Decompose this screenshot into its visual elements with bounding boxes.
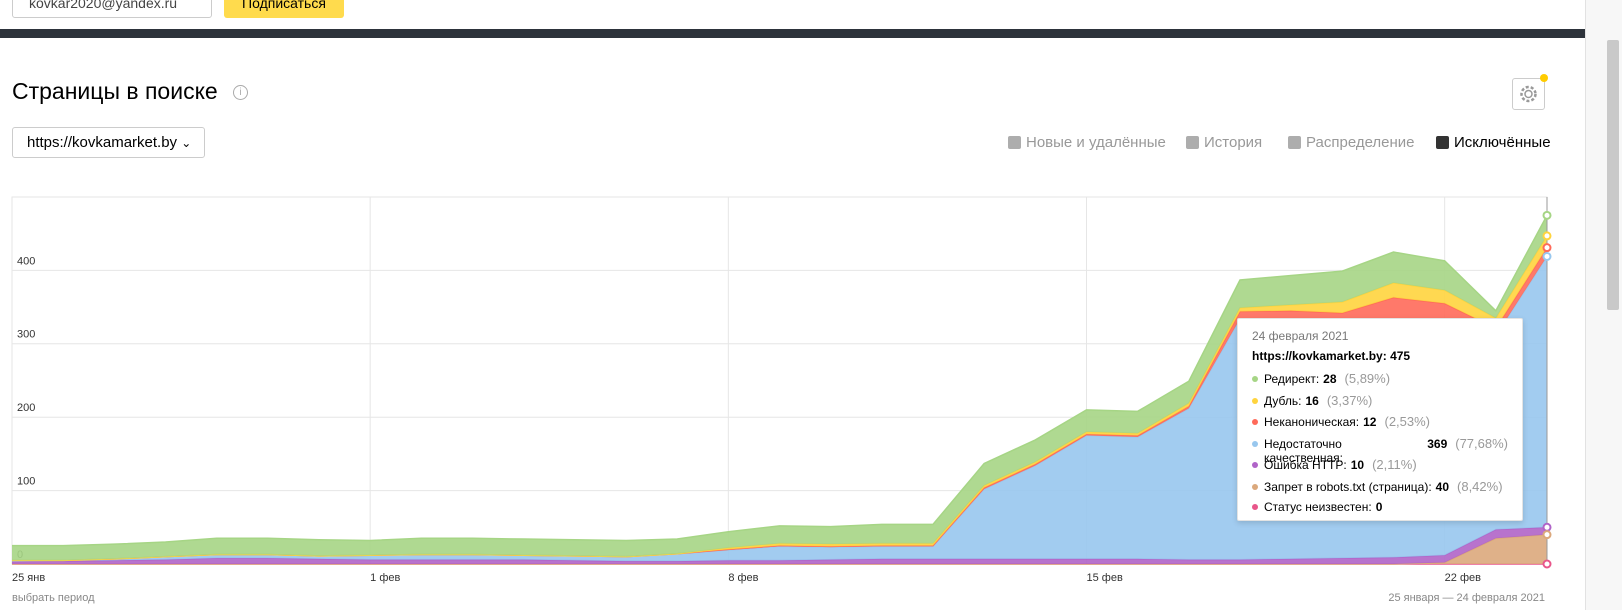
email-input[interactable]: kovkar2020@yandex.ru — [12, 0, 212, 18]
tab-icon — [1288, 136, 1301, 149]
tooltip-total: 475 — [1390, 349, 1411, 363]
tooltip-header: https://kovkamarket.by: 475 — [1252, 349, 1411, 363]
legend-share: (3,37%) — [1326, 392, 1373, 408]
legend-share: (2,53%) — [1384, 414, 1431, 429]
legend-value: 16 — [1305, 393, 1319, 408]
tab-label: Распределение — [1306, 134, 1415, 151]
legend-value: 40 — [1435, 479, 1450, 494]
legend-value: 369 — [1427, 436, 1448, 451]
legend-name: Статус неизвестен — [1264, 500, 1372, 514]
legend-name: Ошибка HTTP — [1264, 458, 1347, 472]
legend-dot — [1252, 462, 1258, 468]
tooltip-date: 24 февраля 2021 — [1252, 329, 1349, 343]
tab[interactable]: Новые и удалённые — [1008, 134, 1166, 151]
y-tick-label: 200 — [17, 402, 35, 414]
legend-name: Редирект — [1264, 372, 1319, 386]
legend-value: 10 — [1350, 458, 1365, 472]
hover-dot — [1542, 210, 1552, 220]
tab[interactable]: Распределение — [1288, 134, 1415, 151]
hover-dot — [1542, 522, 1552, 532]
tab-icon — [1436, 136, 1449, 149]
x-tick-label: 15 фев — [1087, 572, 1123, 584]
tab[interactable]: История — [1186, 134, 1262, 151]
hover-dot — [1542, 231, 1552, 241]
site-name: https://kovkamarket.by — [27, 134, 178, 151]
area — [12, 256, 1547, 562]
page-title: Страницы в поиске — [12, 78, 218, 104]
notice-dot — [1540, 74, 1548, 82]
legend-dot — [1252, 440, 1258, 447]
legend-share: (77,68%) — [1455, 435, 1508, 451]
x-tick-label: 22 фев — [1445, 572, 1481, 584]
header-bar — [0, 29, 1585, 38]
legend-name: Дубль — [1264, 394, 1301, 408]
y-tick-label: 100 — [17, 476, 35, 488]
legend-share: (2,11%) — [1372, 457, 1417, 472]
settings-button[interactable] — [1512, 78, 1545, 110]
legend-dot — [1252, 419, 1258, 425]
hover-dot — [1542, 559, 1552, 569]
tab-label: История — [1204, 134, 1263, 151]
scroll-thumb[interactable] — [1607, 40, 1619, 310]
x-tick-label: 8 фев — [728, 572, 758, 584]
period-range: 25 января — 24 февраля 2021 — [1388, 592, 1545, 604]
period-link[interactable]: выбрать период — [12, 592, 95, 604]
legend-value: 0 — [1375, 500, 1383, 514]
site-select[interactable]: https://kovkamarket.by ⌄ — [12, 127, 205, 158]
legend-name: Запрет в robots.txt (страница) — [1264, 480, 1432, 494]
hover-dot — [1542, 243, 1552, 253]
hover-dot — [1542, 251, 1552, 261]
legend-dot — [1252, 376, 1258, 382]
subscribe-button[interactable]: Подписаться — [224, 0, 344, 18]
hover-dot — [1542, 530, 1552, 540]
tooltip-site: https://kovkamarket.by — [1252, 349, 1383, 363]
legend-share: (8,42%) — [1457, 478, 1503, 494]
tooltip-row: Статус неизвестен0 — [1252, 500, 1508, 522]
legend-dot — [1252, 483, 1258, 490]
tooltip-row: Дубль 16 (3,37%) — [1252, 393, 1508, 415]
legend-value: 28 — [1323, 372, 1337, 386]
tooltip-row: Редирект 28 (5,89%) — [1252, 371, 1508, 393]
tab-icon — [1186, 136, 1199, 149]
tooltip-row: Неканоническая 12 (2,53%) — [1252, 414, 1508, 436]
x-tick-label: 1 фев — [370, 572, 400, 584]
legend-dot — [1252, 504, 1258, 510]
legend-share: (5,89%) — [1344, 371, 1391, 386]
legend-value: 12 — [1363, 415, 1377, 429]
info-icon[interactable]: i — [233, 85, 248, 100]
tooltip-row: Недостаточно качественная369(77,68%) — [1252, 435, 1508, 465]
tab-icon — [1008, 136, 1021, 149]
tooltip-row: Запрет в robots.txt (страница)40 (8,42%) — [1252, 479, 1508, 501]
tab[interactable]: Исключённые — [1436, 134, 1551, 151]
y-tick-label: 400 — [17, 255, 35, 267]
tooltip-row: Ошибка HTTP10 (2,11%) — [1252, 457, 1508, 479]
tab-label: Новые и удалённые — [1026, 134, 1166, 151]
tooltip: 24 февраля 2021 https://kovkamarket.by: … — [1237, 318, 1523, 521]
legend-name: Неканоническая — [1264, 415, 1359, 429]
x-tick-label: 25 янв — [12, 572, 45, 584]
legend-dot — [1252, 397, 1258, 404]
area-edge — [12, 214, 1548, 547]
tab-label: Исключённые — [1454, 134, 1551, 151]
y-tick-label: 300 — [17, 329, 35, 341]
